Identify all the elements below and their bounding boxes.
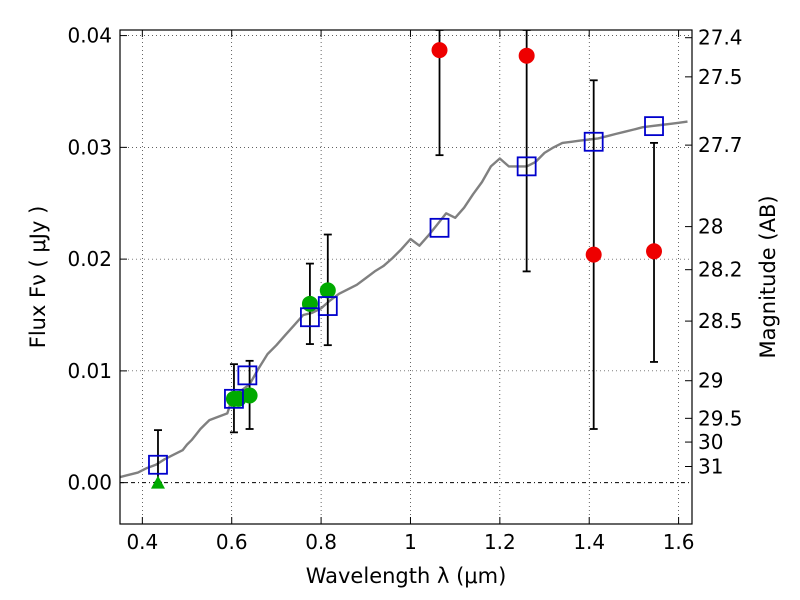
y-tick-label: 0.00 <box>67 471 112 495</box>
x-tick-label: 0.4 <box>126 530 158 554</box>
right-tick-label: 27.5 <box>698 65 743 89</box>
y-tick-label: 0.04 <box>67 24 112 48</box>
right-tick-label: 30 <box>698 430 723 454</box>
axis-ticks: 0.4 0.6 0.8 1 1.2 1.4 1.6 0.00 0.01 0.02 0.03 0.04 2… <box>67 24 742 554</box>
plot-frame <box>119 29 693 525</box>
x-tick-label: 1.4 <box>573 530 605 554</box>
x-tick-label: 0.8 <box>305 530 337 554</box>
model-flux-square <box>429 217 450 238</box>
right-axis-title: Magnitude (AB) <box>756 195 780 358</box>
x-axis-title: Wavelength λ (μm) <box>306 564 507 588</box>
right-tick-label: 27.7 <box>698 133 743 157</box>
flux-point-circle <box>646 243 663 260</box>
model-flux-square <box>317 296 338 316</box>
y-tick-label: 0.03 <box>67 135 112 159</box>
model-flux-square <box>516 156 537 177</box>
flux-point-circle <box>585 246 602 263</box>
upper-limit-triangle <box>150 475 165 489</box>
right-tick-label: 29.5 <box>698 406 743 430</box>
y-tick-label: 0.02 <box>67 247 112 271</box>
x-tick-label: 1.6 <box>663 530 695 554</box>
flux-point-circle <box>319 282 336 299</box>
model-flux-square <box>583 131 604 152</box>
plot-background <box>120 30 692 524</box>
flux-point-circle <box>431 42 448 59</box>
right-tick-label: 29 <box>698 369 723 393</box>
flux-point-circle <box>518 47 535 64</box>
y-axis-title: Flux Fν ( μJy ) <box>26 206 50 349</box>
model-flux-square <box>300 307 320 328</box>
x-tick-label: 1 <box>404 530 417 554</box>
right-tick-label: 27.4 <box>698 26 743 50</box>
model-flux-square <box>237 365 258 386</box>
right-tick-label: 28.5 <box>698 309 743 333</box>
model-flux-square <box>148 454 168 475</box>
model-spectrum-line <box>120 120 688 479</box>
x-tick-label: 1.2 <box>484 530 516 554</box>
model-flux-square <box>644 116 664 137</box>
model-flux-square <box>224 388 244 409</box>
right-tick-label: 28 <box>698 215 723 239</box>
series-layer <box>120 30 688 489</box>
right-tick-label: 31 <box>698 454 723 478</box>
right-tick-label: 28.2 <box>698 258 743 282</box>
flux-point-circle <box>241 387 258 404</box>
y-tick-label: 0.01 <box>67 359 112 383</box>
x-tick-label: 0.6 <box>216 530 248 554</box>
